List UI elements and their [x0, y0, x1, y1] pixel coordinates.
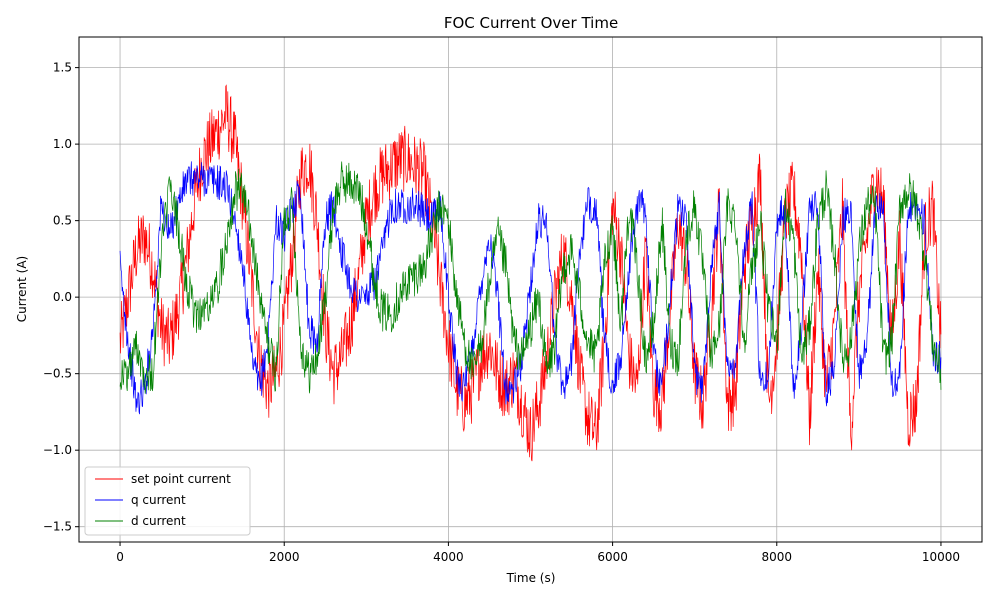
series-line-set-point-current	[119, 84, 942, 462]
y-tick-label: 1.0	[53, 137, 72, 151]
plot-area	[119, 84, 942, 462]
y-tick-label: 1.5	[53, 61, 72, 75]
y-tick-label: −1.5	[43, 520, 72, 534]
x-tick-label: 4000	[433, 550, 464, 564]
series-line-q-current	[119, 161, 942, 415]
x-tick-label: 2000	[269, 550, 300, 564]
x-tick-label: 0	[116, 550, 124, 564]
legend-entry: set point current	[131, 472, 231, 486]
y-tick-label: −0.5	[43, 367, 72, 381]
plot-frame	[78, 36, 983, 543]
y-tick-label: 0.0	[53, 290, 72, 304]
x-tick-label: 8000	[761, 550, 792, 564]
series-line-d-current	[119, 161, 942, 394]
legend-entry: q current	[131, 493, 186, 507]
x-tick-label: 10000	[922, 550, 960, 564]
y-tick-label: −1.0	[43, 443, 72, 457]
y-tick-label: 0.5	[53, 214, 72, 228]
x-axis: 0 2000 4000 6000 8000 10000	[116, 542, 960, 564]
y-axis-label: Current (A)	[15, 256, 29, 322]
legend: set point current q current d current	[84, 466, 251, 536]
legend-box	[84, 466, 251, 536]
y-axis: −1.5 −1.0 −0.5 0.0 0.5 1.0 1.5	[43, 61, 79, 534]
chart-title: FOC Current Over Time	[444, 14, 618, 32]
x-tick-label: 6000	[597, 550, 628, 564]
legend-entry: d current	[131, 514, 186, 528]
x-axis-label: Time (s)	[506, 571, 556, 585]
